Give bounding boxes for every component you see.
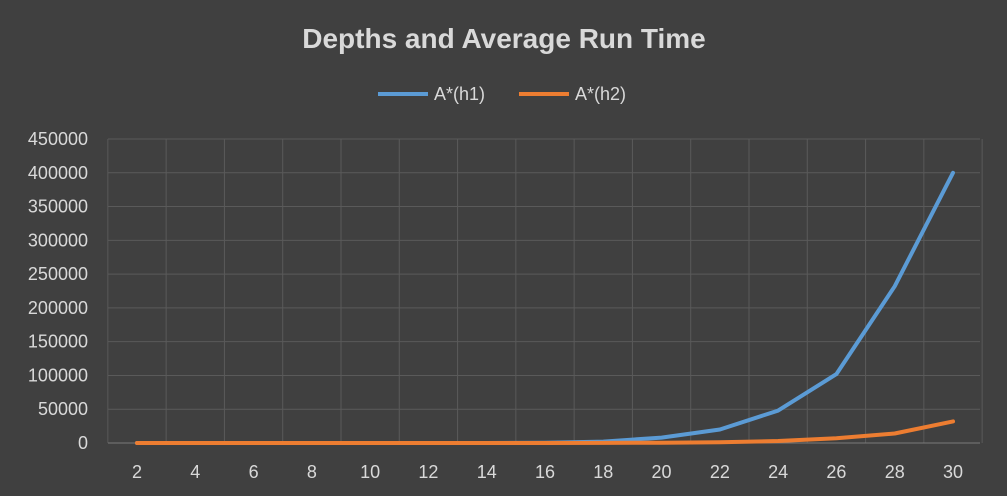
x-tick-label: 2 <box>132 462 142 482</box>
y-tick-label: 100000 <box>28 365 88 385</box>
y-tick-label: 0 <box>78 433 88 453</box>
x-tick-label: 26 <box>826 462 846 482</box>
x-tick-label: 22 <box>710 462 730 482</box>
chart-title: Depths and Average Run Time <box>302 23 706 54</box>
x-tick-label: 18 <box>593 462 613 482</box>
legend-label-h2: A*(h2) <box>575 84 626 104</box>
legend-label-h1: A*(h1) <box>434 84 485 104</box>
y-tick-label: 250000 <box>28 264 88 284</box>
series-line-h2 <box>135 419 955 445</box>
x-tick-label: 6 <box>249 462 259 482</box>
x-tick-label: 14 <box>477 462 497 482</box>
y-tick-label: 300000 <box>28 230 88 250</box>
y-tick-label: 450000 <box>28 129 88 149</box>
x-tick-label: 20 <box>652 462 672 482</box>
y-tick-label: 50000 <box>38 399 88 419</box>
x-axis: 2 4 6 8 10 12 14 16 18 20 22 24 26 28 30 <box>108 442 980 482</box>
y-axis: 0 50000 100000 150000 200000 250000 300000 3500… <box>28 129 88 453</box>
x-tick-label: 30 <box>943 462 963 482</box>
y-tick-label: 350000 <box>28 197 88 217</box>
y-tick-label: 400000 <box>28 163 88 183</box>
x-tick-label: 10 <box>360 462 380 482</box>
gridlines <box>107 138 983 444</box>
x-tick-label: 28 <box>885 462 905 482</box>
y-tick-label: 200000 <box>28 298 88 318</box>
y-tick-label: 150000 <box>28 332 88 352</box>
legend: A*(h1) A*(h2) <box>378 84 626 104</box>
series-lines <box>135 170 955 445</box>
x-tick-label: 8 <box>307 462 317 482</box>
x-tick-label: 4 <box>190 462 200 482</box>
x-tick-label: 12 <box>418 462 438 482</box>
x-tick-label: 24 <box>768 462 788 482</box>
x-tick-label: 16 <box>535 462 555 482</box>
